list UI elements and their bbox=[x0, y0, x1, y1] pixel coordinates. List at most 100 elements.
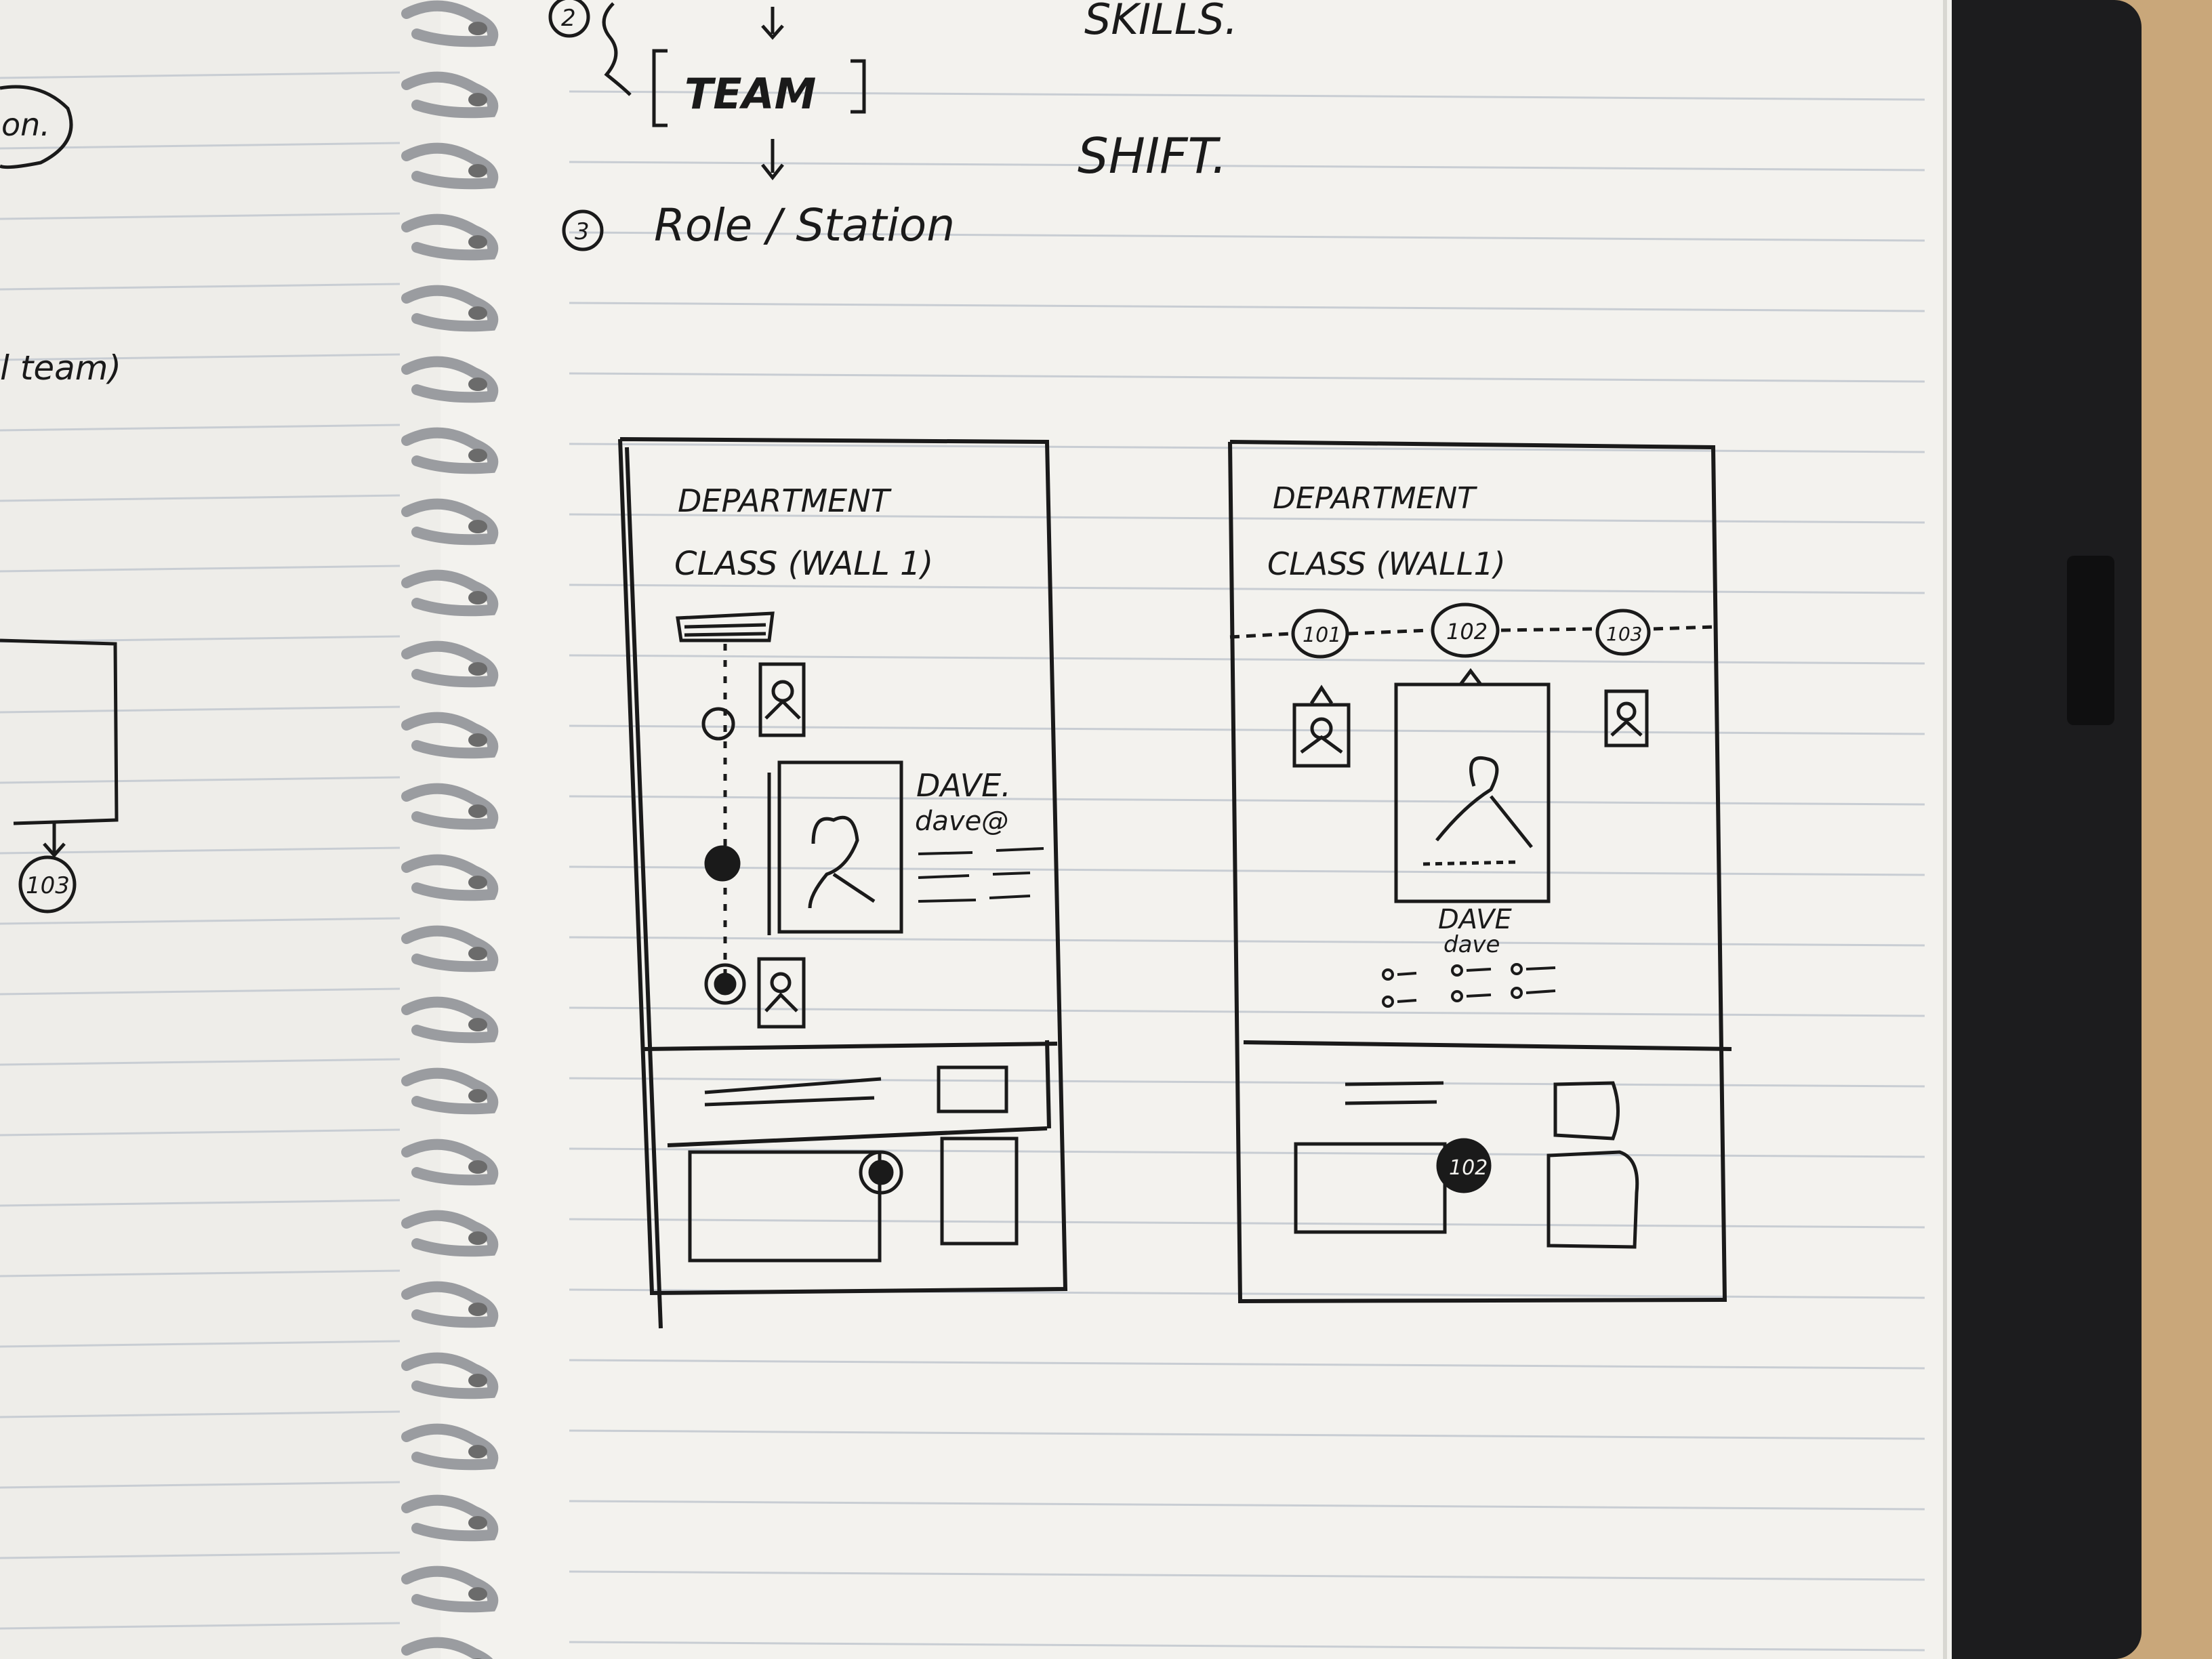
spiral-coil bbox=[401, 1210, 499, 1257]
elastic-band bbox=[2067, 556, 2114, 725]
ruled-line bbox=[0, 1269, 401, 1277]
ruled-line bbox=[0, 142, 401, 150]
role-label: Role / Station bbox=[654, 199, 955, 251]
ruled-line bbox=[0, 1551, 401, 1559]
step3-marker: 3 bbox=[575, 218, 590, 245]
punch-hole bbox=[468, 1516, 487, 1530]
sketch-b-portrait bbox=[1394, 682, 1551, 903]
ruled-line bbox=[569, 90, 1925, 101]
punch-hole bbox=[468, 733, 487, 747]
ruled-line bbox=[0, 565, 401, 573]
ruled-line bbox=[569, 1147, 1925, 1158]
ruled-line bbox=[569, 865, 1925, 876]
ruled-line bbox=[0, 283, 401, 291]
sketch-a-bottom-panel bbox=[688, 1065, 1019, 1263]
ruled-line bbox=[569, 724, 1925, 735]
ruled-line bbox=[0, 1128, 401, 1136]
ruled-line bbox=[0, 1622, 401, 1630]
ruled-line bbox=[0, 1058, 401, 1066]
hierarchy-notes bbox=[548, 0, 866, 251]
sketch-a-email: dave@ bbox=[915, 806, 1008, 837]
spiral-coil bbox=[401, 569, 499, 617]
sketch-b-details bbox=[1382, 963, 1556, 1008]
sketch-a-selected-marker bbox=[859, 1150, 903, 1195]
team-label: TEAM bbox=[684, 69, 816, 119]
spiral-coil bbox=[401, 854, 499, 901]
ruled-line bbox=[0, 353, 401, 361]
ruled-line bbox=[569, 231, 1925, 242]
spiral-coil bbox=[401, 712, 499, 759]
sketch-b-node-102-label: 102 bbox=[1446, 619, 1488, 644]
punch-hole bbox=[468, 876, 487, 889]
spiral-coil bbox=[401, 142, 499, 190]
ruled-line bbox=[0, 71, 401, 79]
sketch-b-selected-marker bbox=[1436, 1138, 1492, 1193]
punch-hole bbox=[468, 377, 487, 391]
punch-hole bbox=[468, 22, 487, 35]
ruled-line bbox=[569, 443, 1925, 453]
sketch-b-node-101-label: 101 bbox=[1303, 623, 1341, 647]
spiral-coil bbox=[401, 285, 499, 332]
ruled-line bbox=[569, 1429, 1925, 1440]
sketch-a-node-3 bbox=[704, 963, 746, 1005]
spiral-coil bbox=[401, 427, 499, 474]
punch-hole bbox=[468, 1160, 487, 1174]
ruled-line bbox=[569, 1359, 1925, 1370]
ruled-line bbox=[0, 424, 401, 432]
spiral-coil bbox=[401, 925, 499, 972]
punch-hole bbox=[468, 1374, 487, 1387]
sketch-b-node-102 bbox=[1431, 602, 1500, 658]
ruled-line bbox=[0, 1340, 401, 1348]
ruled-line bbox=[569, 583, 1925, 594]
sketch-b-selected-label: 102 bbox=[1449, 1156, 1488, 1180]
sketch-b-department: DEPARTMENT bbox=[1273, 481, 1477, 516]
sketch-a-node-2 bbox=[704, 845, 741, 882]
ruled-line bbox=[569, 161, 1925, 171]
spiral-coil bbox=[401, 1067, 499, 1115]
spiral-coil bbox=[401, 996, 499, 1044]
punch-hole bbox=[468, 1018, 487, 1031]
ruled-line bbox=[569, 302, 1925, 312]
sketch-b-node-101 bbox=[1291, 609, 1349, 659]
spiral-coil bbox=[401, 1494, 499, 1542]
punch-hole bbox=[468, 1587, 487, 1601]
spiral-coil bbox=[401, 1281, 499, 1328]
spiral-coil bbox=[401, 1565, 499, 1613]
ruled-line bbox=[569, 936, 1925, 947]
left-node-label: 103 bbox=[26, 872, 70, 899]
sketch-a-node-1 bbox=[701, 707, 735, 741]
punch-hole bbox=[468, 520, 487, 533]
sketch-b-email: dave bbox=[1443, 931, 1500, 958]
sketch-b-frame bbox=[1228, 440, 1732, 1304]
ruled-line bbox=[0, 494, 401, 502]
spiral-coil bbox=[401, 71, 499, 119]
ruled-line bbox=[0, 776, 401, 784]
sketch-b-name: DAVE bbox=[1438, 904, 1513, 935]
left-fragment-mid: l team) bbox=[0, 348, 121, 388]
sketch-a-details bbox=[918, 847, 1044, 903]
spiral-coil bbox=[401, 0, 499, 47]
punch-hole bbox=[468, 1445, 487, 1458]
punch-hole bbox=[468, 1231, 487, 1245]
sketch-b-node-103-label: 103 bbox=[1606, 623, 1642, 645]
spiral-coil bbox=[401, 1423, 499, 1471]
punch-hole bbox=[468, 449, 487, 462]
skills-label: SKILLS. bbox=[1084, 0, 1237, 44]
spiral-coil bbox=[401, 1352, 499, 1399]
punch-hole bbox=[468, 1303, 487, 1316]
punch-hole bbox=[468, 93, 487, 106]
punch-hole bbox=[468, 591, 487, 605]
sketch-b-bottom-panel bbox=[1294, 1081, 1639, 1249]
ruled-line bbox=[569, 1570, 1925, 1581]
ruled-line bbox=[569, 1077, 1925, 1088]
binder-cover bbox=[1911, 0, 2142, 1659]
ruled-line bbox=[0, 1199, 401, 1207]
punch-hole bbox=[468, 1089, 487, 1103]
sketch-a-frame bbox=[618, 437, 1068, 1329]
punch-hole bbox=[468, 662, 487, 676]
spiral-coil bbox=[401, 356, 499, 403]
step2-marker: 2 bbox=[561, 5, 576, 32]
ruled-line bbox=[0, 917, 401, 925]
punch-hole bbox=[468, 947, 487, 960]
